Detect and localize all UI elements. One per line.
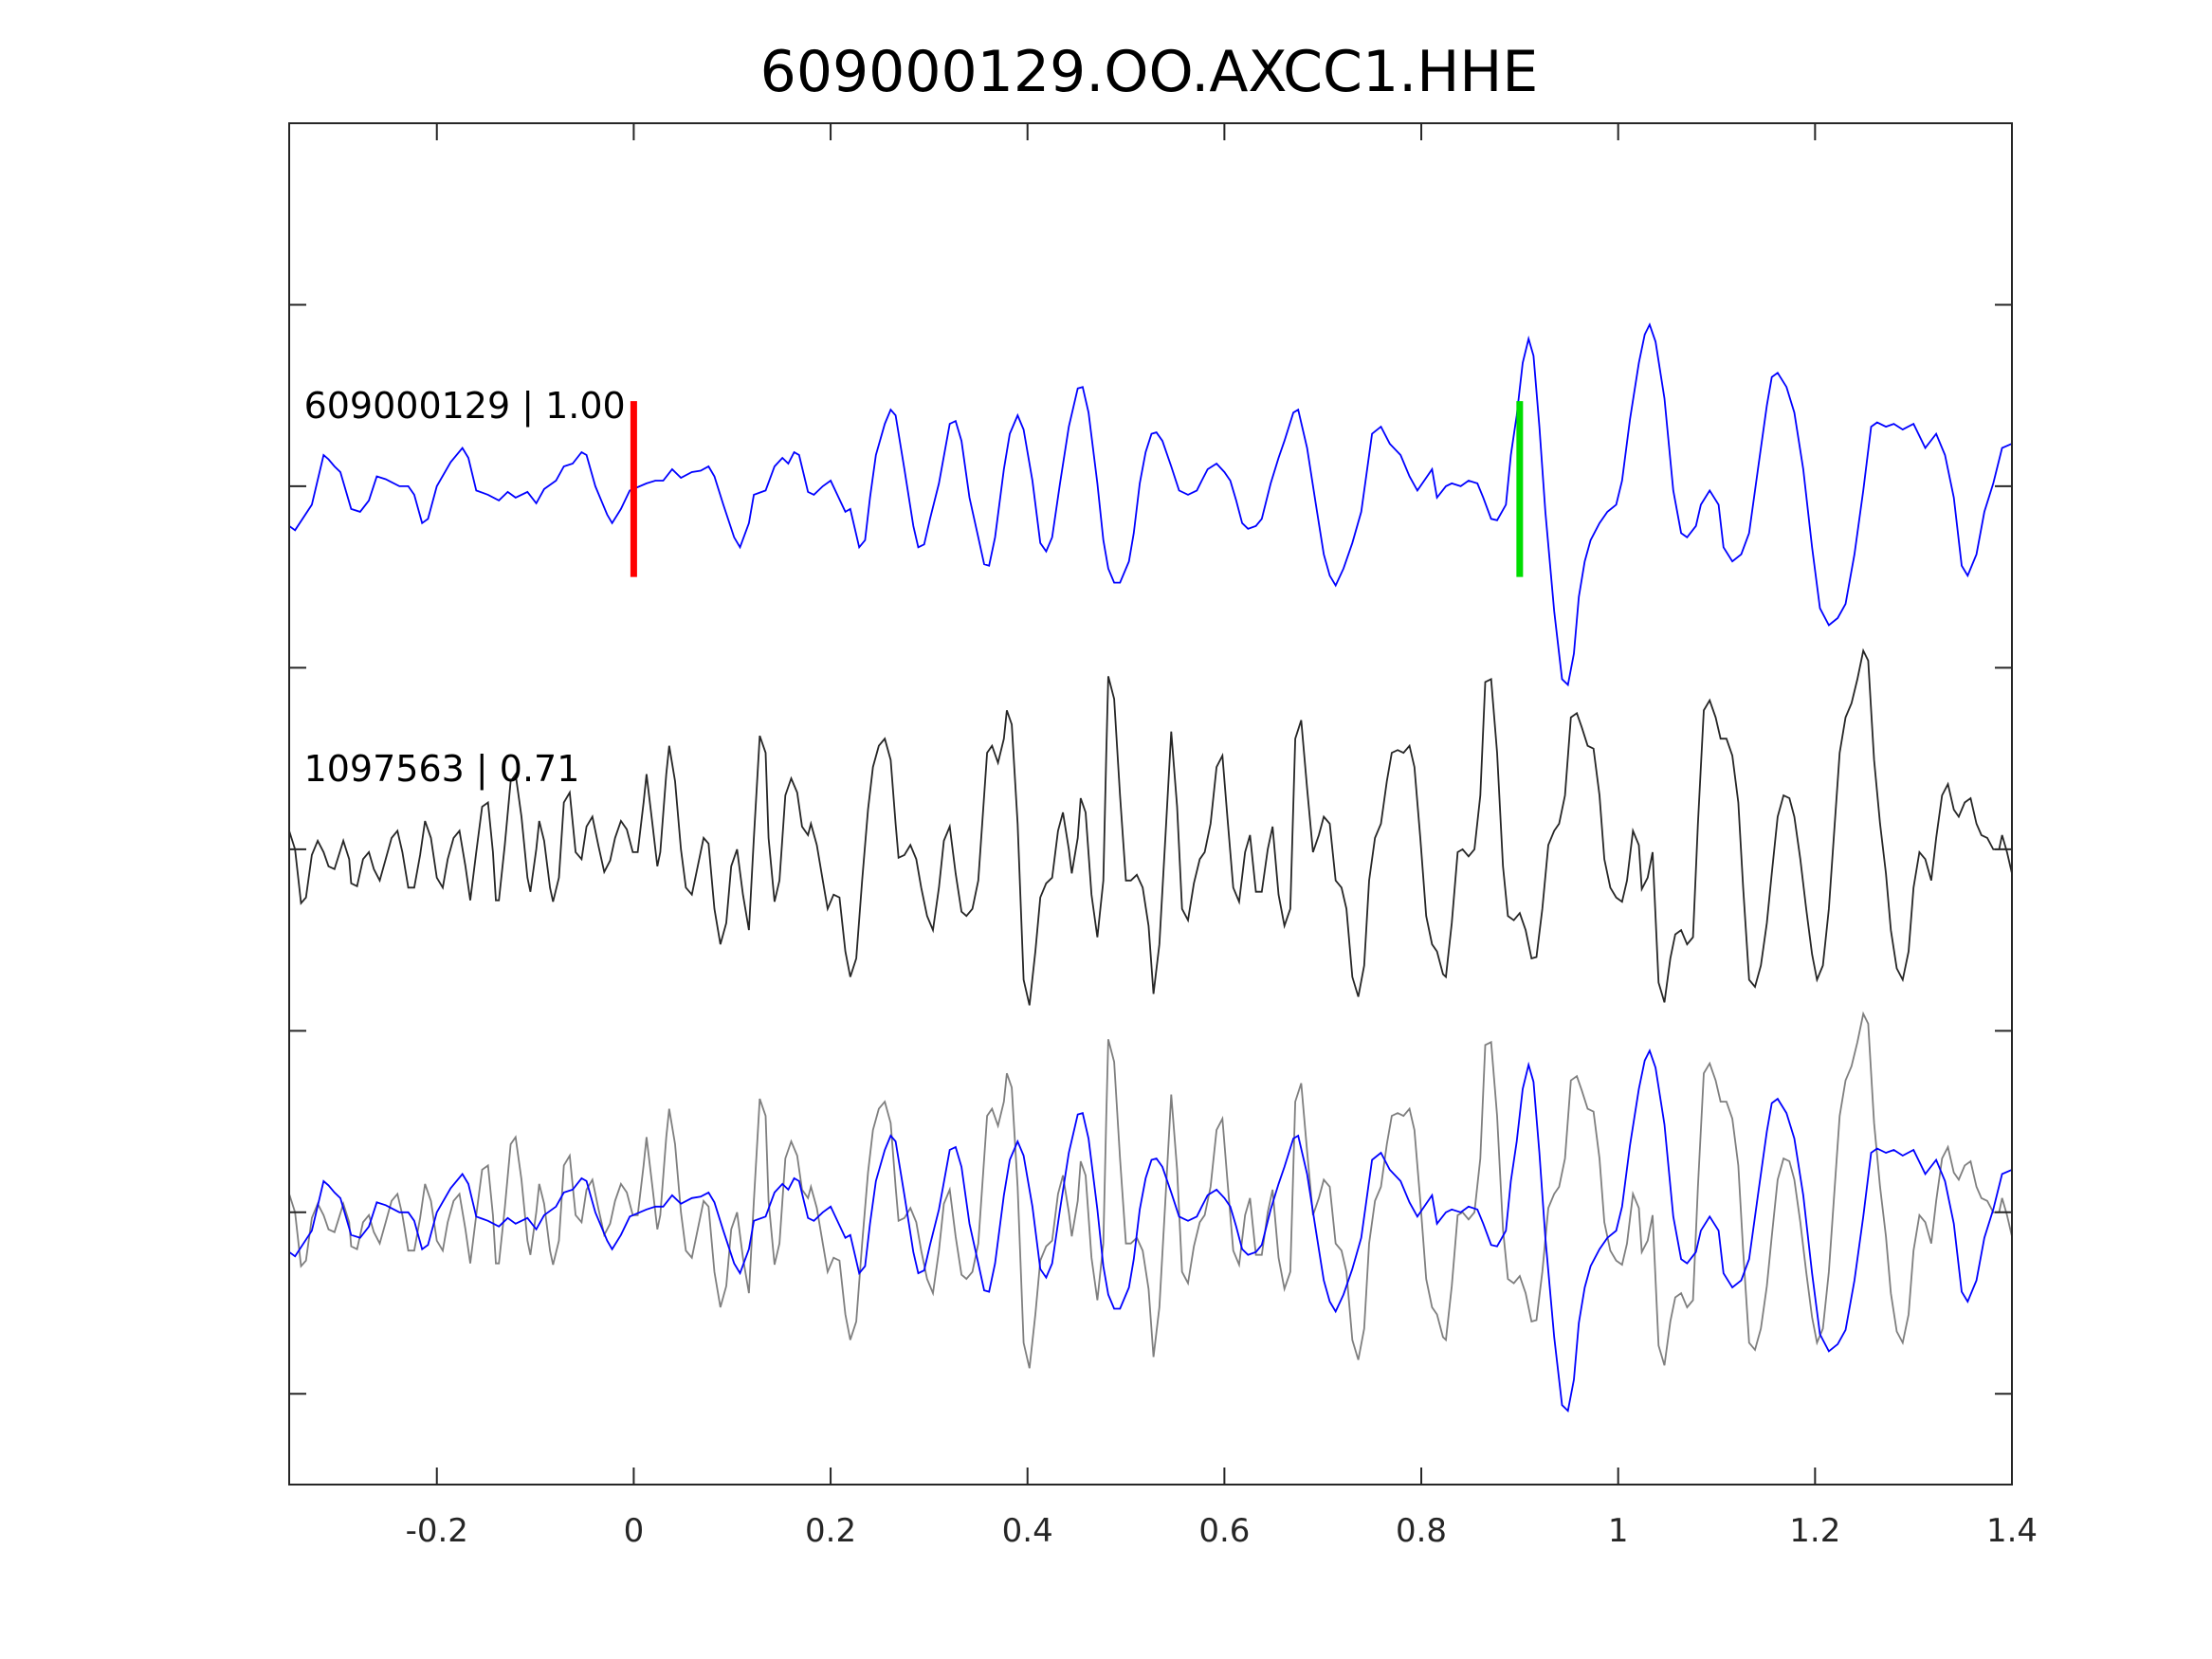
plot-frame [288,122,2013,1486]
x-tick-label: -0.2 [406,1512,468,1550]
x-tick-label: 0.6 [1198,1512,1250,1550]
overlay-match-trace [288,1011,2013,1369]
x-tick-label: 0 [624,1512,645,1550]
template-trace [288,322,2013,687]
overlay-template-trace [288,1048,2013,1413]
phase-picks [630,401,1524,577]
x-tick-label: 1 [1608,1512,1629,1550]
trace-label: 1097563 | 0.71 [304,748,580,791]
traces [288,322,2013,1413]
trace-labels: 609000129 | 1.00 1097563 | 0.71 [304,385,626,791]
x-tick-label: 0.2 [805,1512,856,1550]
x-tick-label: 1.4 [1986,1512,2038,1550]
x-tick-label: 0.8 [1396,1512,1447,1550]
axes: -0.2 0 0.2 0.4 0.6 0.8 1 1.2 1.4 [288,122,2038,1550]
chart-title: 609000129.OO.AXCC1.HHE [760,39,1539,105]
x-tick-label: 0.4 [1002,1512,1053,1550]
x-tick-label: 1.2 [1789,1512,1840,1550]
trace-label: 609000129 | 1.00 [304,385,626,428]
match-trace [288,647,2013,1006]
